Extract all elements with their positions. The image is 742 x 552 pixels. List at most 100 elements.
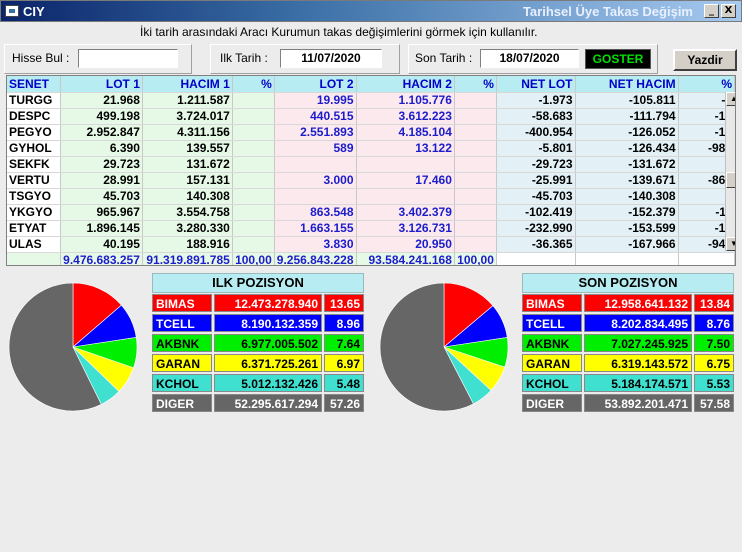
table-scrollbar[interactable]: ▲ ▼ <box>725 92 735 251</box>
table-cell[interactable]: 1.105.776 <box>356 92 455 109</box>
table-cell[interactable]: 3.000 <box>274 172 357 189</box>
table-cell[interactable]: ULAS <box>7 236 62 253</box>
table-cell[interactable] <box>232 156 275 173</box>
table-cell[interactable] <box>232 124 275 141</box>
table-cell[interactable]: -400.954 <box>496 124 576 141</box>
table-cell[interactable]: 3.402.379 <box>356 204 455 221</box>
col-header-senet[interactable]: SENET <box>7 76 62 93</box>
table-cell[interactable]: 3.554.758 <box>142 204 233 221</box>
table-cell[interactable]: -9 <box>678 92 735 109</box>
table-cell[interactable]: YKGYO <box>7 204 62 221</box>
table-cell[interactable]: -232.990 <box>496 220 576 237</box>
table-cell[interactable] <box>454 236 497 253</box>
goster-button[interactable]: GOSTER <box>585 49 651 69</box>
table-cell[interactable] <box>454 108 497 125</box>
table-cell[interactable]: -15 <box>678 124 735 141</box>
table-cell[interactable]: -866 <box>678 172 735 189</box>
table-cell[interactable]: -111.794 <box>575 108 679 125</box>
table-cell[interactable]: 3.612.223 <box>356 108 455 125</box>
son-tarih-field[interactable]: 18/07/2020 <box>480 49 579 68</box>
table-cell[interactable]: -140.308 <box>575 188 679 205</box>
table-cell[interactable]: -105.811 <box>575 92 679 109</box>
table-cell[interactable] <box>232 172 275 189</box>
ilk-tarih-field[interactable]: 11/07/2020 <box>280 49 382 68</box>
table-cell[interactable] <box>454 188 497 205</box>
table-cell[interactable] <box>454 204 497 221</box>
table-cell[interactable] <box>454 220 497 237</box>
table-cell[interactable]: 589 <box>274 140 357 157</box>
col-header-pct2[interactable]: % <box>454 76 497 93</box>
table-cell[interactable] <box>232 140 275 157</box>
table-cell[interactable]: SEKFK <box>7 156 62 173</box>
table-cell[interactable] <box>232 92 275 109</box>
table-cell[interactable]: -29.723 <box>496 156 576 173</box>
table-cell[interactable] <box>232 188 275 205</box>
table-cell[interactable]: -153.599 <box>575 220 679 237</box>
table-cell[interactable]: 45.703 <box>60 188 143 205</box>
table-cell[interactable]: PEGYO <box>7 124 62 141</box>
table-cell[interactable]: 4.311.156 <box>142 124 233 141</box>
table-cell[interactable]: -126.052 <box>575 124 679 141</box>
table-cell[interactable] <box>454 92 497 109</box>
table-cell[interactable]: -167.966 <box>575 236 679 253</box>
table-cell[interactable] <box>356 156 455 173</box>
table-cell[interactable]: 3.830 <box>274 236 357 253</box>
table-cell[interactable] <box>232 108 275 125</box>
table-cell[interactable] <box>356 188 455 205</box>
table-cell[interactable]: -5.801 <box>496 140 576 157</box>
table-cell[interactable] <box>232 204 275 221</box>
col-header-lot1[interactable]: LOT 1 <box>60 76 143 93</box>
table-cell[interactable]: 3.126.731 <box>356 220 455 237</box>
table-cell[interactable]: -58.683 <box>496 108 576 125</box>
col-header-lot2[interactable]: LOT 2 <box>274 76 357 93</box>
table-cell[interactable] <box>274 188 357 205</box>
table-row[interactable]: YKGYO 965.967 3.554.758 863.548 3.402.379 -10… <box>7 204 735 221</box>
table-cell[interactable]: 13.122 <box>356 140 455 157</box>
col-header-net-pct[interactable]: % <box>678 76 735 93</box>
col-header-net-hacim[interactable]: NET HACIM <box>575 76 679 93</box>
table-cell[interactable]: 1.896.145 <box>60 220 143 237</box>
table-cell[interactable] <box>454 140 497 157</box>
table-cell[interactable]: 1.663.155 <box>274 220 357 237</box>
table-cell[interactable]: 20.950 <box>356 236 455 253</box>
col-header-net-lot[interactable]: NET LOT <box>496 76 576 93</box>
table-row[interactable]: TURGG 21.968 1.211.587 19.995 1.105.776 -1.97… <box>7 92 735 109</box>
minimize-button[interactable]: _ <box>704 4 719 18</box>
close-button[interactable]: X <box>721 4 736 18</box>
table-cell[interactable]: 140.308 <box>142 188 233 205</box>
table-row[interactable]: SEKFK 29.723 131.672 -29.723 -131.672 <box>7 156 735 173</box>
hisse-search-input[interactable] <box>78 49 178 68</box>
table-cell[interactable]: -126.434 <box>575 140 679 157</box>
table-row[interactable]: PEGYO 2.952.847 4.311.156 2.551.893 4.185.10… <box>7 124 735 141</box>
table-cell[interactable]: 40.195 <box>60 236 143 253</box>
table-cell[interactable]: 3.280.330 <box>142 220 233 237</box>
table-cell[interactable]: 139.557 <box>142 140 233 157</box>
table-cell[interactable]: 188.916 <box>142 236 233 253</box>
table-row[interactable]: ETYAT 1.896.145 3.280.330 1.663.155 3.126.73… <box>7 220 735 237</box>
table-cell[interactable]: ETYAT <box>7 220 62 237</box>
table-cell[interactable]: 19.995 <box>274 92 357 109</box>
table-cell[interactable]: 131.672 <box>142 156 233 173</box>
yazdir-button[interactable]: Yazdir <box>673 49 737 71</box>
scroll-down-icon[interactable]: ▼ <box>726 237 735 251</box>
col-header-hacim2[interactable]: HACIM 2 <box>356 76 455 93</box>
col-header-pct1[interactable]: % <box>232 76 275 93</box>
table-cell[interactable]: 29.723 <box>60 156 143 173</box>
table-cell[interactable]: 2.952.847 <box>60 124 143 141</box>
table-cell[interactable] <box>232 236 275 253</box>
table-cell[interactable]: 6.390 <box>60 140 143 157</box>
table-cell[interactable]: 2.551.893 <box>274 124 357 141</box>
table-cell[interactable]: 863.548 <box>274 204 357 221</box>
table-row[interactable]: ULAS 40.195 188.916 3.830 20.950 -36.365 -167.… <box>7 236 735 253</box>
table-cell[interactable]: TSGYO <box>7 188 62 205</box>
table-cell[interactable]: 1.211.587 <box>142 92 233 109</box>
table-cell[interactable]: TURGG <box>7 92 62 109</box>
table-cell[interactable] <box>454 172 497 189</box>
table-cell[interactable]: 499.198 <box>60 108 143 125</box>
table-cell[interactable]: 157.131 <box>142 172 233 189</box>
table-cell[interactable]: 28.991 <box>60 172 143 189</box>
table-cell[interactable]: 21.968 <box>60 92 143 109</box>
table-cell[interactable]: DESPC <box>7 108 62 125</box>
table-cell[interactable]: 4.185.104 <box>356 124 455 141</box>
table-cell[interactable]: -25.991 <box>496 172 576 189</box>
